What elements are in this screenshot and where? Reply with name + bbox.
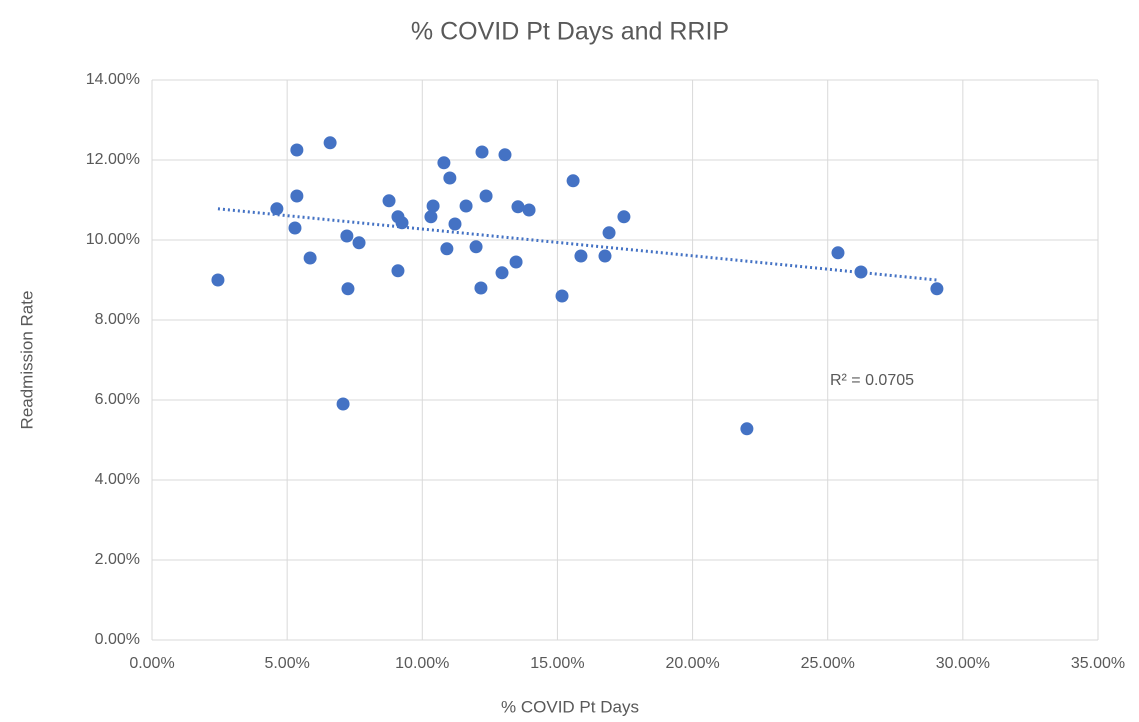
data-point <box>395 216 409 230</box>
data-point <box>290 143 304 157</box>
y-tick-label: 6.00% <box>95 391 140 408</box>
data-point <box>270 202 284 216</box>
data-point <box>391 264 405 278</box>
y-tick-label: 2.00% <box>95 551 140 568</box>
x-tick-label: 15.00% <box>530 655 584 672</box>
data-point <box>522 203 536 217</box>
data-point <box>443 171 457 185</box>
data-point <box>426 199 440 213</box>
x-tick-label: 25.00% <box>801 655 855 672</box>
x-axis-label: % COVID Pt Days <box>501 697 639 716</box>
data-point <box>474 281 488 295</box>
data-point <box>617 210 631 224</box>
chart-title: % COVID Pt Days and RRIP <box>411 18 729 46</box>
data-point <box>341 282 355 296</box>
data-point <box>495 266 509 280</box>
data-point <box>574 249 588 263</box>
data-point <box>336 397 350 411</box>
data-point <box>479 189 493 203</box>
data-point <box>602 226 616 240</box>
y-tick-label: 4.00% <box>95 471 140 488</box>
data-point <box>352 236 366 250</box>
y-tick-label: 12.00% <box>86 151 140 168</box>
data-point <box>555 289 569 303</box>
y-tick-label: 10.00% <box>86 231 140 248</box>
data-point <box>930 282 944 296</box>
data-point <box>288 221 302 235</box>
data-point <box>382 194 396 208</box>
x-tick-label: 10.00% <box>395 655 449 672</box>
trendline <box>217 207 938 282</box>
data-point <box>511 200 525 214</box>
data-point <box>469 240 483 254</box>
data-point <box>475 145 489 159</box>
x-tick-label: 20.00% <box>665 655 719 672</box>
data-point <box>303 251 317 265</box>
data-point <box>498 148 512 162</box>
data-point <box>290 189 304 203</box>
annotation: R² = 0.0705 <box>830 372 914 389</box>
x-tick-label: 0.00% <box>129 655 174 672</box>
data-point <box>831 246 845 260</box>
y-tick-label: 14.00% <box>86 71 140 88</box>
data-point <box>598 249 612 263</box>
data-point <box>437 156 451 170</box>
x-tick-label: 35.00% <box>1071 655 1125 672</box>
x-tick-label: 30.00% <box>936 655 990 672</box>
data-point <box>509 255 523 269</box>
data-point <box>566 174 580 188</box>
x-tick-label: 5.00% <box>264 655 309 672</box>
data-point <box>854 265 868 279</box>
data-point <box>440 242 454 256</box>
data-point <box>424 210 438 224</box>
data-point <box>740 422 754 436</box>
data-point <box>448 217 462 231</box>
data-point <box>211 273 225 287</box>
y-tick-label: 8.00% <box>95 311 140 328</box>
data-point <box>459 199 473 213</box>
y-axis-label: Readmission Rate <box>17 291 36 430</box>
data-point <box>340 229 354 243</box>
y-tick-label: 0.00% <box>95 631 140 648</box>
data-point <box>323 136 337 150</box>
